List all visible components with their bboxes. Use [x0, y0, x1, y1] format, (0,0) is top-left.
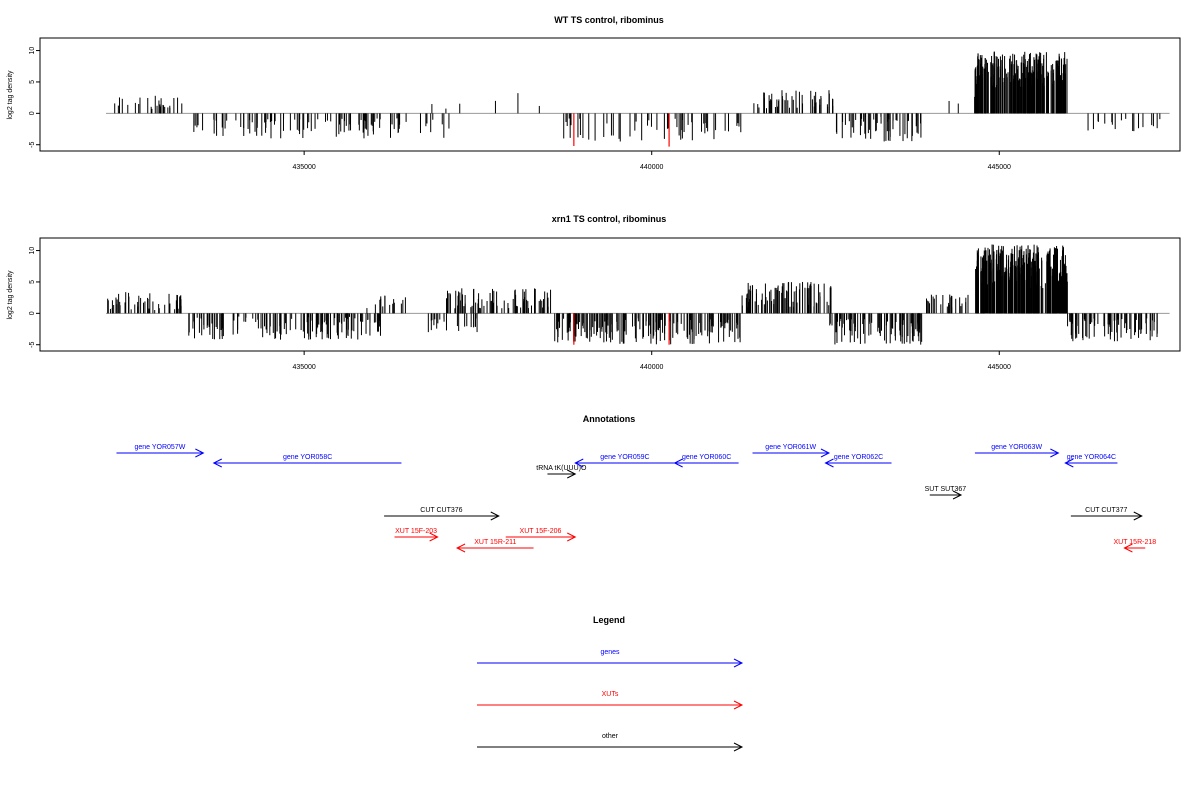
feature-label: gene YOR063W [991, 444, 1042, 451]
xrn1-track-title: xrn1 TS control, ribominus [552, 214, 667, 224]
annotation-feature: XUT 15R-211 [455, 539, 534, 553]
feature-label: gene YOR060C [682, 454, 731, 461]
legend-entry: genes [477, 649, 744, 668]
feature-arrow-head [1064, 458, 1074, 468]
feature-label: gene YOR064C [1067, 454, 1116, 461]
annotations-title: Annotations [583, 414, 636, 424]
feature-arrow-head [567, 469, 577, 479]
legend-label: other [602, 733, 619, 740]
annotation-feature: XUT 15F-206 [505, 528, 577, 542]
y-tick-label: 5 [29, 280, 36, 284]
xrn1-track-ylabel: log2 tag density [7, 270, 14, 320]
annotations-panel: Annotations gene YOR057W gene YOR058C tRNA… [116, 414, 1156, 553]
legend-title: Legend [593, 615, 625, 625]
feature-label: gene YOR058C [283, 454, 332, 461]
feature-label: XUT 15R-218 [1113, 539, 1156, 546]
legend-arrow-head [733, 700, 744, 710]
y-tick-label: 0 [29, 111, 36, 115]
feature-arrow-head [673, 458, 683, 468]
y-tick-label: -5 [29, 342, 36, 348]
y-tick-label: 10 [29, 47, 36, 55]
legend-label: XUTs [602, 691, 619, 698]
legend-arrow-head [733, 742, 744, 752]
feature-arrow-head [820, 448, 831, 458]
legend-entry: other [477, 733, 744, 752]
annotation-feature: gene YOR064C [1064, 454, 1118, 468]
feature-arrow-head [490, 511, 500, 521]
x-tick-label: 445000 [988, 364, 1011, 371]
legend-entry: XUTs [477, 691, 744, 710]
x-tick-label: 435000 [292, 164, 315, 171]
x-tick-label: 440000 [640, 364, 663, 371]
feature-label: gene YOR061W [765, 444, 816, 451]
wt-track-frame [39, 37, 1181, 152]
annotation-feature: gene YOR061W [752, 444, 831, 458]
feature-label: XUT 15R-211 [474, 539, 516, 546]
annotation-feature: gene YOR057W [116, 444, 205, 458]
feature-arrow-head [567, 532, 577, 542]
wt-track-ylabel: log2 tag density [7, 70, 14, 120]
feature-label: XUT 15F-206 [520, 528, 562, 535]
wt-track-title: WT TS control, ribominus [554, 15, 664, 25]
x-tick-label: 440000 [640, 164, 663, 171]
annotation-feature: SUT SUT367 [925, 486, 967, 500]
annotation-feature: CUT CUT376 [384, 507, 500, 521]
feature-arrow-head [574, 458, 584, 468]
feature-label: CUT CUT376 [420, 507, 462, 514]
annotation-feature: gene YOR059C [574, 454, 675, 468]
y-tick-label: 5 [29, 80, 36, 84]
wt-track-panel: WT TS control, ribominus log2 tag densit… [7, 15, 1181, 171]
feature-arrow-head [1123, 543, 1133, 553]
annotation-feature: gene YOR063W [974, 444, 1060, 458]
legend-arrow-head [733, 658, 744, 668]
annotation-feature: gene YOR060C [673, 454, 739, 468]
feature-label: gene YOR062C [834, 454, 883, 461]
y-tick-label: 0 [29, 311, 36, 315]
x-tick-label: 435000 [292, 364, 315, 371]
annotation-feature: XUT 15R-218 [1113, 539, 1156, 553]
feature-arrow-head [195, 448, 205, 458]
annotation-feature: gene YOR062C [824, 454, 892, 468]
feature-arrow-head [429, 532, 439, 542]
xrn1-track-panel: xrn1 TS control, ribominus log2 tag dens… [7, 214, 1181, 371]
feature-arrow-head [212, 458, 223, 468]
annotation-feature: tRNA tK(UUU)O [536, 465, 587, 479]
legend-label: genes [600, 649, 620, 656]
feature-label: SUT SUT367 [925, 486, 967, 493]
feature-label: CUT CUT377 [1085, 507, 1127, 514]
feature-label: gene YOR057W [134, 444, 185, 451]
feature-arrow-head [1133, 511, 1143, 521]
xrn1-track-frame [39, 237, 1181, 352]
annotation-feature: gene YOR058C [212, 454, 402, 468]
feature-arrow-head [1050, 448, 1060, 458]
y-tick-label: 10 [29, 247, 36, 255]
feature-arrow-head [455, 543, 466, 553]
annotation-feature: XUT 15F-203 [394, 528, 439, 542]
feature-label: XUT 15F-203 [395, 528, 437, 535]
x-tick-label: 445000 [988, 164, 1011, 171]
legend-panel: Legend genes XUTs other [477, 615, 744, 752]
feature-label: gene YOR059C [600, 454, 649, 461]
feature-arrow-head [824, 458, 834, 468]
annotation-feature: CUT CUT377 [1070, 507, 1143, 521]
feature-label: tRNA tK(UUU)O [536, 465, 587, 472]
feature-arrow-head [952, 490, 963, 500]
wt-track-plot-area: -5 0 5 10 435000 440000 445000 [29, 47, 1170, 171]
xrn1-track-plot-area: -5 0 5 10 435000 440000 445000 [29, 244, 1170, 371]
y-tick-label: -5 [29, 142, 36, 148]
